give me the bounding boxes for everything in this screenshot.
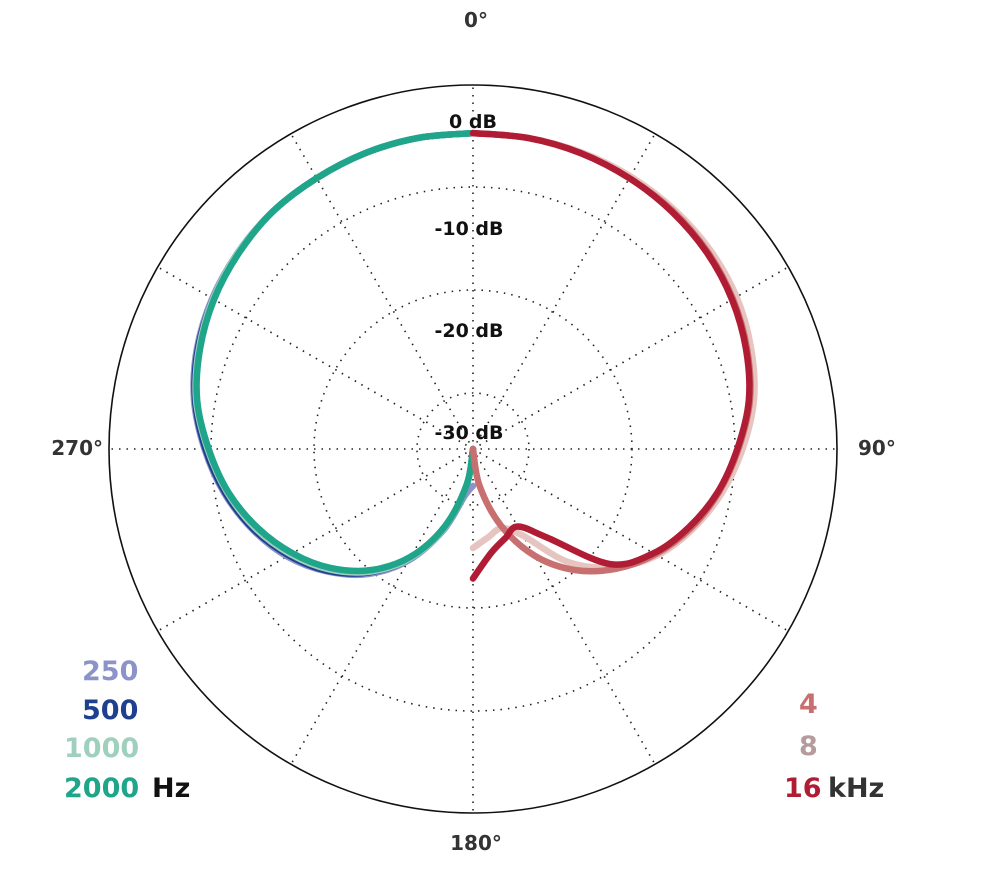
radial-label-30db: -30 dB	[434, 422, 503, 444]
legend-8k: 8	[799, 731, 818, 762]
legend-4k: 4	[799, 689, 818, 720]
grid-spoke	[472, 448, 656, 765]
grid-ring	[416, 392, 530, 506]
legend-unit-khz: kHz	[828, 773, 884, 804]
series-2000-hz	[193, 129, 477, 575]
angle-label-180: 180°	[450, 831, 502, 855]
polar-curves	[190, 129, 758, 582]
grid-spoke	[472, 133, 656, 450]
grid-spoke	[157, 448, 474, 632]
legend-16k: 16	[784, 773, 822, 804]
radial-label-20db: -20 dB	[434, 320, 503, 342]
legend-1000: 1000	[64, 733, 139, 764]
radial-label-0db: 0 dB	[449, 111, 497, 133]
angle-label-0: 0°	[464, 8, 488, 32]
legend-500: 500	[82, 695, 138, 726]
grid-spoke	[472, 448, 789, 632]
angle-label-270: 270°	[51, 436, 103, 460]
outer-circle	[108, 84, 838, 814]
radial-label-10db: -10 dB	[434, 218, 503, 240]
grid-spoke	[290, 133, 474, 450]
legend-right: 4 8 16 kHz	[784, 689, 884, 804]
grid-spoke	[157, 266, 474, 450]
grid-spoke	[290, 448, 474, 765]
series-16-khz	[469, 129, 753, 582]
angle-label-90: 90°	[858, 436, 896, 460]
grid-spoke	[472, 266, 789, 450]
legend-unit-hz: Hz	[152, 773, 190, 804]
legend-250: 250	[82, 656, 138, 687]
legend-left: 250 500 1000 2000 Hz	[64, 656, 190, 804]
legend-2000: 2000	[64, 773, 139, 804]
